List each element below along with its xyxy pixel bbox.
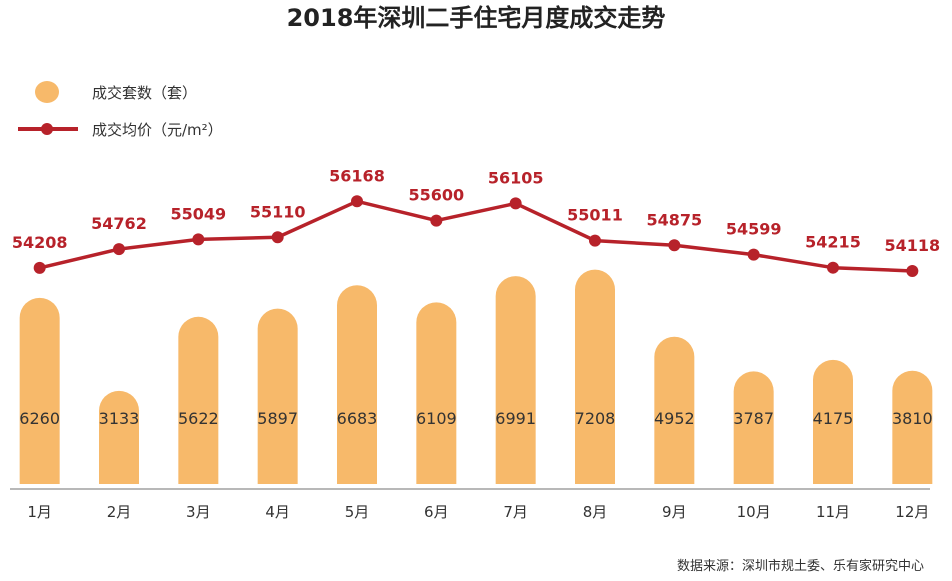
price-point	[827, 261, 839, 274]
x-tick-label: 2月	[107, 503, 132, 521]
price-line-series	[33, 195, 919, 277]
price-value-label: 55049	[170, 204, 226, 223]
price-value-label: 55600	[408, 186, 464, 205]
bar-8	[575, 269, 615, 484]
x-axis-ticks: 1月 2月 3月 4月 5月 6月 7月 8月 9月 10月 11月 12月	[27, 503, 929, 521]
bar-value-label: 6109	[416, 409, 457, 428]
bar-value-label: 6683	[337, 409, 378, 428]
bar-value-label: 7208	[575, 409, 616, 428]
bar-6	[416, 302, 457, 484]
x-tick-label: 5月	[345, 503, 370, 521]
price-value-label: 54208	[12, 233, 68, 252]
bar-1	[19, 297, 60, 484]
bar-12	[892, 370, 933, 484]
price-value-label: 56105	[488, 168, 544, 187]
source-note: 数据来源：深圳市规土委、乐有家研究中心	[677, 558, 924, 574]
price-value-label: 54875	[646, 210, 702, 229]
x-tick-label: 12月	[895, 503, 929, 521]
price-point	[509, 197, 522, 210]
legend-bar-label: 成交套数（套）	[92, 84, 197, 102]
bar-9	[654, 336, 695, 484]
bar-5	[337, 285, 377, 484]
x-tick-label: 11月	[816, 503, 850, 521]
price-point	[430, 214, 443, 227]
price-value-label: 55011	[567, 206, 623, 225]
legend-line-marker	[41, 123, 53, 135]
bar-value-label: 5622	[178, 409, 219, 428]
bar-value-label: 5897	[257, 409, 298, 428]
price-value-label: 54599	[726, 220, 782, 239]
chart-title: 2018年深圳二手住宅月度成交走势	[287, 4, 666, 32]
legend-line-label: 成交均价（元/m²）	[92, 121, 223, 139]
bar-value-label: 3133	[99, 409, 140, 428]
legend-bar-swatch	[35, 81, 59, 103]
price-point	[192, 233, 205, 246]
x-tick-label: 7月	[503, 503, 528, 521]
x-tick-label: 10月	[737, 503, 771, 521]
bar-4	[257, 308, 298, 484]
x-tick-label: 4月	[265, 503, 290, 521]
x-tick-label: 6月	[424, 503, 449, 521]
bar-11	[813, 359, 853, 484]
price-point	[668, 239, 681, 252]
bar-value-label: 3810	[892, 409, 933, 428]
price-point	[747, 248, 760, 261]
price-point	[589, 234, 601, 247]
bar-value-label: 6260	[19, 409, 60, 428]
price-point	[33, 261, 46, 274]
bar-7	[495, 276, 536, 484]
bar-value-label: 4952	[654, 409, 695, 428]
x-tick-label: 1月	[27, 503, 52, 521]
bar-10	[733, 371, 774, 484]
x-tick-label: 8月	[583, 503, 608, 521]
price-value-labels: 54208 54762 55049 55110 56168 55600 56105 55011…	[12, 166, 940, 255]
price-point	[906, 264, 919, 277]
price-point	[113, 243, 125, 256]
price-point	[271, 231, 284, 244]
bar-value-label: 3787	[733, 409, 774, 428]
bar-value-labels: 6260 3133 5622 5897 6683 6109 6991 7208 4952 3787…	[19, 409, 932, 428]
bar-3	[178, 316, 219, 484]
bar-value-label: 4175	[813, 409, 854, 428]
x-tick-label: 9月	[662, 503, 687, 521]
x-tick-label: 3月	[186, 503, 211, 521]
price-point	[351, 195, 363, 208]
bar-2	[99, 390, 139, 484]
price-value-label: 55110	[250, 202, 306, 221]
price-value-label: 56168	[329, 166, 385, 185]
price-value-label: 54215	[805, 233, 861, 252]
price-value-label: 54118	[884, 236, 940, 255]
price-line	[39, 199, 913, 273]
price-value-label: 54762	[91, 214, 147, 233]
bar-series	[19, 269, 933, 484]
bar-value-label: 6991	[495, 409, 536, 428]
